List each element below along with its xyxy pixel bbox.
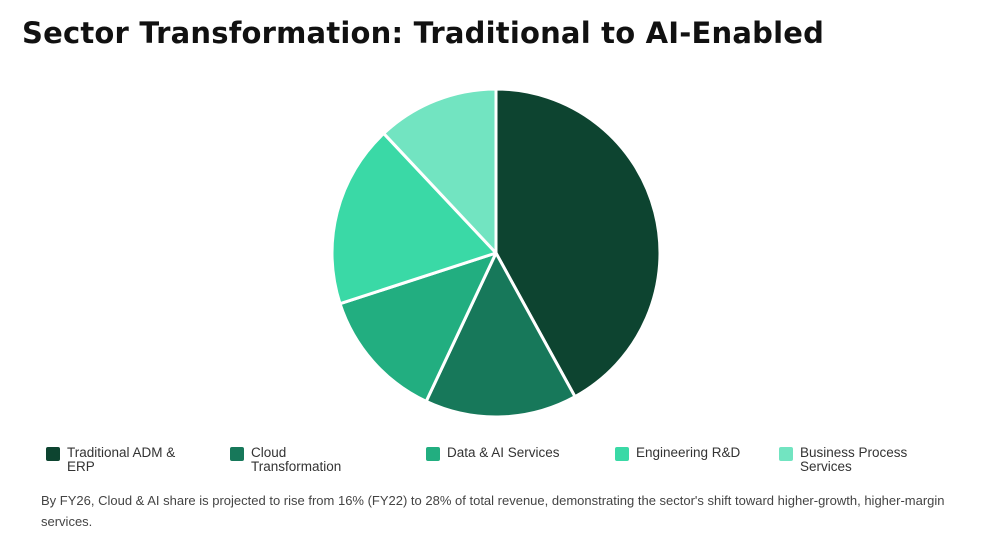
legend-item-traditional-adm-erp[interactable]: Traditional ADM & ERP bbox=[46, 446, 187, 474]
legend-item-engineering-rd[interactable]: Engineering R&D bbox=[615, 446, 740, 461]
legend-item-business-process-services[interactable]: Business Process Services bbox=[779, 446, 920, 474]
footnote: By FY26, Cloud & AI share is projected t… bbox=[41, 493, 945, 529]
pie-chart bbox=[330, 87, 662, 419]
pie-slice-engineering-r-d[interactable] bbox=[330, 131, 498, 306]
pie-slice-data-ai-services[interactable] bbox=[338, 251, 498, 403]
legend-swatch bbox=[615, 447, 629, 461]
legend-label: Cloud Transformation bbox=[251, 445, 342, 474]
pie-slice-business-process-services[interactable] bbox=[382, 87, 498, 255]
chart-title: Sector Transformation: Traditional to AI… bbox=[22, 16, 825, 50]
legend-label: Traditional ADM & ERP bbox=[67, 445, 176, 474]
legend-swatch bbox=[779, 447, 793, 461]
legend-swatch bbox=[426, 447, 440, 461]
legend-swatch bbox=[230, 447, 244, 461]
legend-item-cloud-transformation[interactable]: Cloud Transformation bbox=[230, 446, 371, 474]
pie-slice-traditional-adm-erp[interactable] bbox=[494, 87, 662, 399]
legend-swatch bbox=[46, 447, 60, 461]
pie-slice-cloud-transformation[interactable] bbox=[424, 251, 577, 419]
legend: Traditional ADM & ERP Cloud Transformati… bbox=[0, 446, 1000, 480]
legend-item-data-ai-services[interactable]: Data & AI Services bbox=[426, 446, 560, 461]
legend-label: Data & AI Services bbox=[447, 445, 560, 460]
legend-label: Business Process Services bbox=[800, 445, 908, 474]
legend-label: Engineering R&D bbox=[636, 445, 741, 460]
